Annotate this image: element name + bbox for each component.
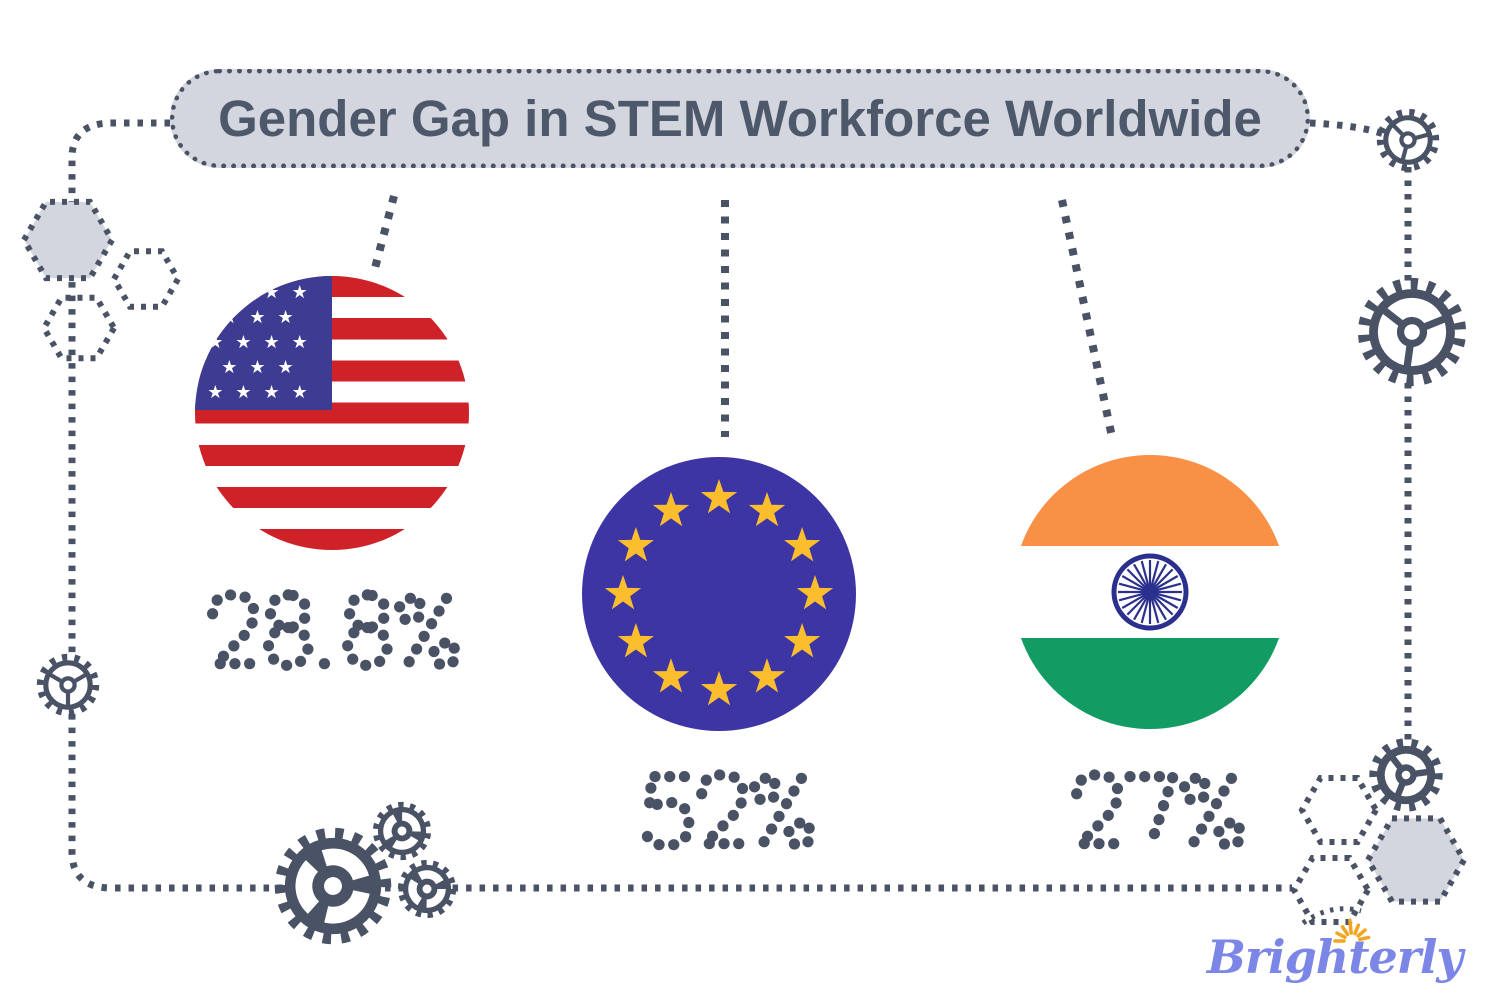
india-flag-icon [1013, 455, 1287, 729]
canton-star-row: ★★★★ [207, 382, 320, 402]
usa-canton: ★★★★ ★★★ ★★★★ ★★★ ★★★★ [195, 276, 332, 410]
canton-star-row: ★★★ [221, 357, 306, 377]
stat-value-usa [204, 588, 462, 679]
gear-icon [1369, 738, 1443, 812]
brighterly-logo: Brighterly [1205, 918, 1495, 996]
eu-star [617, 527, 654, 562]
frame-dotted-line-top-right [1309, 119, 1386, 138]
hexagon-icon [40, 294, 118, 362]
swoosh-dotted-line [1301, 906, 1362, 926]
eu-star [617, 623, 654, 658]
dotted-number [1071, 769, 1247, 851]
gear-icon [1376, 108, 1440, 172]
title-pill: Gender Gap in STEM Workforce Worldwide [170, 69, 1310, 168]
gear-icon [372, 801, 432, 861]
eu-star [796, 575, 834, 610]
gear-icon [397, 859, 457, 919]
gear-icon [36, 653, 100, 717]
eu-star [604, 575, 642, 610]
eu-star [748, 491, 786, 527]
eu-star [784, 527, 821, 562]
stat-value-india [1068, 768, 1247, 859]
logo-text: Brighterly [1207, 930, 1463, 984]
eu-star [652, 658, 690, 693]
india-chakra-icon [1111, 553, 1189, 631]
stat-value-eu [638, 768, 817, 859]
eu-star [784, 623, 821, 658]
eu-star [748, 658, 786, 693]
canton-star-row: ★★★★ [207, 282, 320, 302]
hanger-line-usa [371, 194, 398, 270]
eu-star [652, 491, 690, 527]
hexagon-icon [1298, 774, 1380, 846]
usa-flag-icon: ★★★★ ★★★ ★★★★ ★★★ ★★★★ [195, 276, 469, 550]
page-title: Gender Gap in STEM Workforce Worldwide [218, 90, 1262, 147]
eu-star-ring [604, 479, 834, 706]
dotted-number [207, 589, 462, 671]
eu-flag-icon [582, 457, 856, 731]
gear-icon [1357, 277, 1467, 387]
hexagon-icon [110, 248, 182, 310]
hexagon-icon [20, 198, 116, 282]
hexagon-icon [1364, 815, 1468, 905]
eu-star [700, 671, 738, 706]
eu-star [700, 479, 738, 514]
sun-icon [1333, 918, 1371, 943]
canton-star-row: ★★★ [221, 307, 306, 327]
canton-star-row: ★★★★ [207, 332, 320, 352]
gear-icon [274, 827, 392, 945]
dotted-number [640, 769, 817, 851]
hanger-line-india [1058, 199, 1116, 438]
